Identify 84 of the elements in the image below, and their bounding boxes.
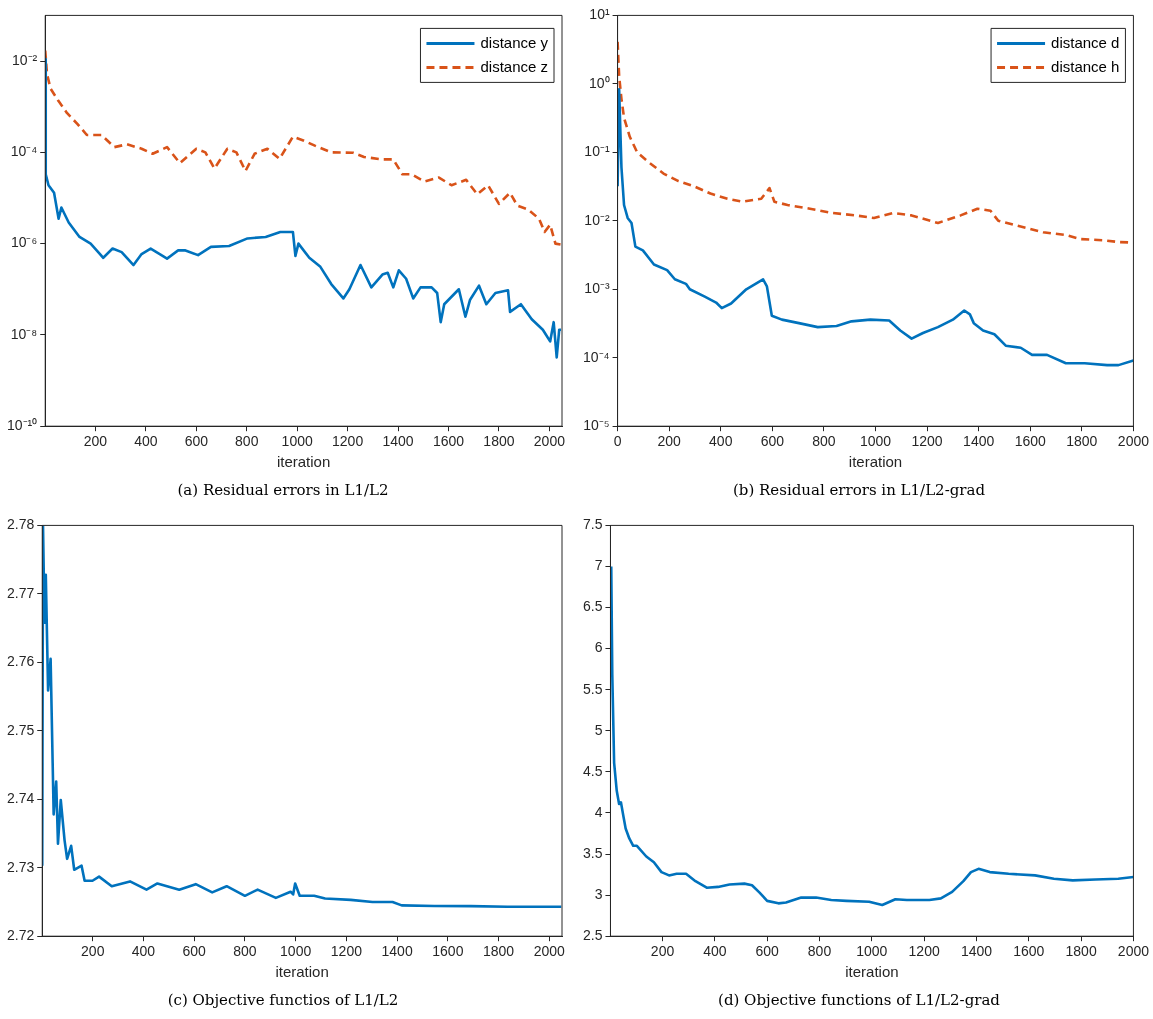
y-tick-label: 7.5 xyxy=(582,516,603,533)
legend-label: distance h xyxy=(1051,57,1120,75)
x-tick-label: 1000 xyxy=(859,433,892,450)
x-tick-label: 200 xyxy=(81,943,105,960)
y-tick-label: 10⁻¹⁰ xyxy=(7,417,38,434)
y-tick-label: 2.74 xyxy=(7,790,35,807)
y-tick-label: 10⁻⁴ xyxy=(10,143,38,160)
y-tick-label: 4.5 xyxy=(582,762,603,779)
y-tick-label: 10⁻³ xyxy=(584,280,610,297)
x-axis-title: iteration xyxy=(275,963,329,981)
y-tick-label: 3 xyxy=(594,885,603,902)
x-tick-label: 200 xyxy=(83,433,108,450)
y-tick-label: 2.76 xyxy=(7,653,35,670)
y-tick-label: 2.78 xyxy=(7,516,35,533)
x-tick-label: 1600 xyxy=(1014,433,1047,450)
x-tick-label: 800 xyxy=(807,943,832,960)
legend-label: distance y xyxy=(480,33,549,51)
x-tick-label: 400 xyxy=(134,433,158,450)
x-tick-label: 1200 xyxy=(908,943,940,960)
text: (a) Residual errors in L1/L2 xyxy=(177,480,389,499)
x-tick-label: 800 xyxy=(812,433,836,450)
x-tick-label: 2000 xyxy=(533,433,566,450)
x-tick-label: 1200 xyxy=(332,433,364,450)
x-axis-title: iteration xyxy=(276,453,331,471)
x-axis-title: iteration xyxy=(848,453,903,471)
y-tick-label: 10⁻² xyxy=(584,211,610,228)
y-tick-label: 10⁻⁶ xyxy=(10,234,38,251)
y-tick-label: 10⁻² xyxy=(12,51,38,68)
y-tick-label: 5.5 xyxy=(582,680,603,697)
x-tick-label: 2000 xyxy=(533,943,566,960)
y-tick-label: 5 xyxy=(594,721,603,738)
y-tick-label: 10⁻⁵ xyxy=(583,417,610,434)
x-tick-label: 1600 xyxy=(432,943,464,960)
x-tick-label: 200 xyxy=(657,433,682,450)
x-tick-label: 800 xyxy=(233,943,257,960)
text: (c) Objective functios of L1/L2 xyxy=(167,990,399,1009)
y-tick-label: 2.73 xyxy=(7,858,35,875)
x-tick-label: 400 xyxy=(703,943,727,960)
x-tick-label: 1600 xyxy=(432,433,465,450)
x-tick-label: 0 xyxy=(613,433,622,450)
x-tick-label: 1600 xyxy=(1013,943,1045,960)
y-tick-label: 10⁻⁴ xyxy=(582,348,610,365)
x-tick-label: 400 xyxy=(709,433,733,450)
text: (d) Objective functions of L1/L2-grad xyxy=(718,990,1001,1009)
x-tick-label: 2000 xyxy=(1117,433,1150,450)
x-tick-label: 1200 xyxy=(330,943,363,960)
y-tick-label: 2.77 xyxy=(7,584,35,601)
x-tick-label: 2000 xyxy=(1117,943,1150,960)
x-tick-label: 1400 xyxy=(960,943,993,960)
y-tick-label: 6 xyxy=(594,639,603,656)
x-tick-label: 1800 xyxy=(483,433,515,450)
y-tick-label: 4 xyxy=(594,803,603,820)
x-tick-label: 1400 xyxy=(963,433,995,450)
y-tick-label: 2.5 xyxy=(582,927,603,944)
legend-label: distance d xyxy=(1051,33,1120,51)
y-tick-label: 3.5 xyxy=(582,844,603,861)
y-tick-label: 10⁻¹ xyxy=(584,143,610,160)
y-tick-label: 2.75 xyxy=(7,721,35,738)
x-tick-label: 200 xyxy=(650,943,675,960)
x-tick-label: 600 xyxy=(182,943,207,960)
x-tick-label: 1400 xyxy=(382,433,414,450)
x-tick-label: 600 xyxy=(184,433,209,450)
x-tick-label: 800 xyxy=(235,433,259,450)
text: (b) Residual errors in L1/L2-grad xyxy=(732,480,986,499)
y-tick-label: 10⁻⁸ xyxy=(10,325,38,342)
x-tick-label: 1000 xyxy=(281,433,313,450)
x-axis-title: iteration xyxy=(845,963,899,981)
x-tick-label: 600 xyxy=(760,433,785,450)
x-tick-label: 1000 xyxy=(856,943,888,960)
x-tick-label: 400 xyxy=(131,943,156,960)
x-tick-label: 1800 xyxy=(1065,943,1097,960)
legend-label: distance z xyxy=(480,57,549,75)
line-series xyxy=(45,49,562,246)
y-tick-label: 6.5 xyxy=(582,598,603,615)
x-tick-label: 600 xyxy=(755,943,780,960)
y-tick-label: 2.72 xyxy=(7,927,35,944)
x-tick-label: 1400 xyxy=(381,943,413,960)
y-tick-label: 10¹ xyxy=(589,6,610,23)
x-tick-label: 1800 xyxy=(1066,433,1098,450)
x-tick-label: 1800 xyxy=(483,943,515,960)
y-tick-label: 10⁰ xyxy=(589,74,610,91)
y-tick-label: 7 xyxy=(594,557,603,574)
x-tick-label: 1200 xyxy=(911,433,943,450)
x-tick-label: 1000 xyxy=(280,943,312,960)
